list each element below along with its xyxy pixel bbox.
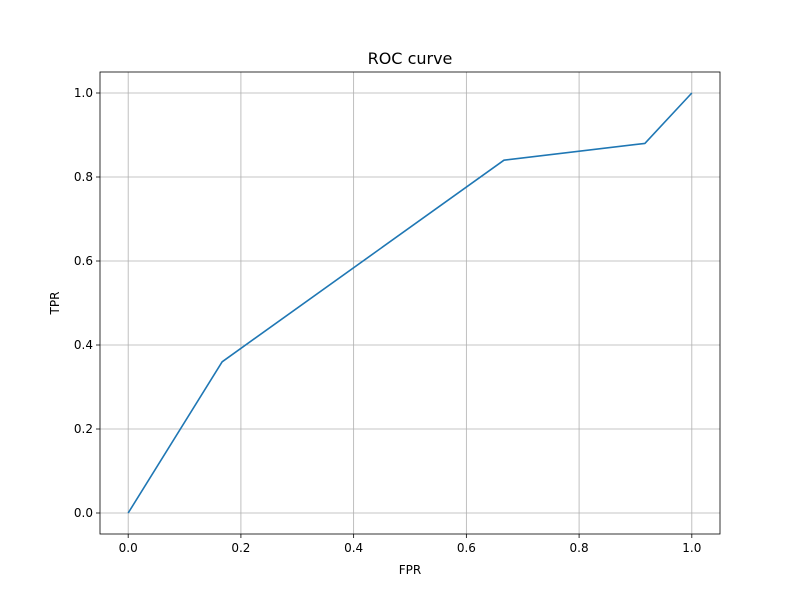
axis-ticks: 0.0 0.2 0.4 0.6 0.8 1.0 0.0 0.2 0.4 0.6 0.8 1.0 <box>74 86 701 555</box>
x-tick-label: 0.2 <box>231 541 250 555</box>
y-tick-label: 0.2 <box>74 422 93 436</box>
chart-title: ROC curve <box>368 49 453 68</box>
x-tick-label: 0.4 <box>344 541 363 555</box>
x-tick-label: 0.0 <box>119 541 138 555</box>
x-tick-label: 0.6 <box>457 541 476 555</box>
roc-series-line <box>127 92 693 514</box>
y-tick-label: 0.8 <box>74 170 93 184</box>
plot-frame <box>99 71 721 535</box>
x-axis-label: FPR <box>399 563 421 577</box>
y-axis-label: TPR <box>48 292 62 316</box>
y-tick-label: 0.6 <box>74 254 93 268</box>
x-tick-label: 0.8 <box>570 541 589 555</box>
y-tick-label: 0.4 <box>74 338 93 352</box>
y-tick-label: 1.0 <box>74 86 93 100</box>
y-tick-label: 0.0 <box>74 506 93 520</box>
series-layer <box>127 92 693 514</box>
grid-lines <box>100 72 720 534</box>
x-tick-label: 1.0 <box>682 541 701 555</box>
